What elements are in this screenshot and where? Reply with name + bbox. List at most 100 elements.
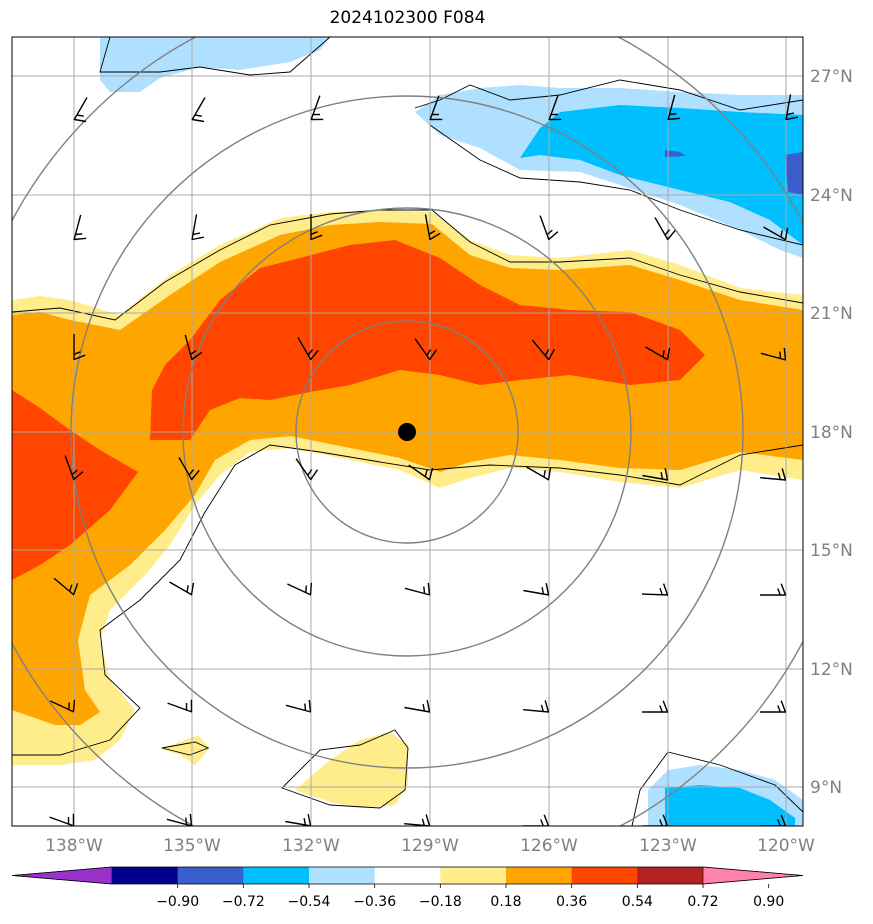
wind-barb bbox=[404, 582, 431, 596]
colorbar-tick-label: −0.90 bbox=[156, 894, 199, 910]
wind-barb bbox=[73, 334, 86, 361]
colorbar-tick-label: 0.72 bbox=[687, 894, 718, 910]
wind-barb bbox=[526, 466, 552, 481]
colorbar-swatch bbox=[112, 867, 179, 884]
wind-barb bbox=[642, 814, 669, 826]
wind-barb bbox=[760, 468, 787, 481]
wind-barb bbox=[523, 582, 550, 596]
colorbar-tick-label: 0.36 bbox=[556, 894, 587, 910]
wind-barb bbox=[642, 467, 669, 481]
wind-barb bbox=[404, 814, 431, 826]
colorbar-swatch bbox=[440, 867, 507, 884]
wind-barb bbox=[50, 699, 76, 713]
anomaly-fill-royal-blue-ne bbox=[785, 152, 803, 195]
wind-barb bbox=[297, 337, 319, 361]
wind-barb bbox=[285, 813, 312, 826]
contour-lines bbox=[12, 37, 803, 826]
wind-barb bbox=[53, 577, 79, 596]
lon-label-135w: 135°W bbox=[163, 836, 221, 856]
wind-barb bbox=[760, 347, 787, 361]
wind-barb bbox=[404, 699, 431, 713]
anomaly-fill-red-orange bbox=[150, 240, 705, 440]
wind-barb bbox=[760, 700, 787, 713]
wind-barb bbox=[285, 699, 312, 713]
wind-barb bbox=[167, 699, 193, 713]
wind-barbs bbox=[49, 94, 799, 826]
wind-barb bbox=[408, 464, 434, 481]
lon-label-120w: 120°W bbox=[757, 836, 815, 856]
wind-barb bbox=[166, 813, 193, 826]
colorbar-tick-label: −0.18 bbox=[419, 894, 462, 910]
lon-label-129w: 129°W bbox=[401, 836, 459, 856]
wind-barb bbox=[785, 94, 799, 121]
wind-barb bbox=[548, 95, 562, 121]
wind-barb bbox=[310, 95, 324, 121]
lat-label-18n: 18°N bbox=[810, 423, 853, 443]
wind-barb bbox=[763, 226, 789, 241]
colorbar-swatch bbox=[374, 867, 441, 884]
wind-barb bbox=[73, 214, 87, 241]
colorbar-swatch bbox=[177, 867, 244, 884]
anomaly-fill-light-blue-north bbox=[100, 37, 330, 92]
colorbar-tick-label: −0.54 bbox=[288, 894, 331, 910]
lat-label-12n: 12°N bbox=[810, 660, 853, 680]
colorbar-swatch bbox=[243, 867, 310, 884]
wind-barb bbox=[667, 94, 681, 121]
colorbar-tick-label: −0.36 bbox=[353, 894, 396, 910]
wind-barb bbox=[184, 334, 203, 361]
wind-barb bbox=[287, 582, 313, 596]
colorbar-tick-label: −0.72 bbox=[222, 894, 265, 910]
wind-barb bbox=[64, 455, 84, 481]
storm-center-marker bbox=[398, 423, 416, 441]
lat-label-24n: 24°N bbox=[810, 186, 853, 206]
lat-label-15n: 15°N bbox=[810, 541, 853, 561]
wind-barb bbox=[191, 97, 206, 123]
wind-barb bbox=[73, 97, 88, 123]
wind-barb bbox=[523, 814, 550, 826]
colorbar-tick-label: 0.18 bbox=[490, 894, 521, 910]
wind-barb bbox=[645, 346, 671, 361]
wind-barb bbox=[654, 217, 676, 241]
colorbar-extend-high bbox=[702, 866, 804, 885]
wind-barb bbox=[310, 214, 323, 241]
wind-barb bbox=[178, 457, 200, 481]
wind-barb bbox=[429, 95, 443, 121]
lon-label-123w: 123°W bbox=[639, 836, 697, 856]
colorbar-swatch bbox=[309, 867, 376, 884]
lat-label-9n: 9°N bbox=[810, 778, 842, 798]
lat-label-21n: 21°N bbox=[810, 304, 853, 324]
graticule bbox=[12, 37, 803, 826]
range-rings bbox=[12, 37, 803, 826]
anomaly-fill-royal-blue-dot bbox=[665, 150, 686, 157]
colorbar-tick-label: 0.90 bbox=[753, 894, 784, 910]
lon-label-132w: 132°W bbox=[282, 836, 340, 856]
anomaly-fill-yellow-south bbox=[295, 732, 408, 808]
wind-barb bbox=[523, 700, 550, 713]
wind-barb bbox=[760, 814, 787, 826]
anomaly-fill-deep-blue-ne bbox=[520, 105, 803, 245]
colorbar bbox=[11, 866, 804, 885]
colorbar-extend-low bbox=[11, 866, 113, 885]
colorbar-swatch bbox=[571, 867, 638, 884]
wind-barb bbox=[641, 583, 669, 596]
wind-barb bbox=[191, 214, 205, 241]
lon-label-126w: 126°W bbox=[520, 836, 578, 856]
lat-label-27n: 27°N bbox=[810, 67, 853, 87]
wind-barb bbox=[760, 583, 787, 596]
map-frame bbox=[11, 36, 804, 827]
map-title: 2024102300 F084 bbox=[329, 8, 486, 28]
wind-barb bbox=[424, 214, 441, 241]
wind-barb bbox=[49, 813, 75, 826]
colorbar-tick-label: 0.54 bbox=[622, 894, 653, 910]
colorbar-ticks: −0.90 −0.72 −0.54 −0.36 −0.18 0.18 0.36 0.54 0.7… bbox=[156, 884, 784, 910]
anomaly-fill-deep-blue-se bbox=[665, 785, 795, 826]
wind-barb bbox=[531, 339, 556, 361]
map-plot-area bbox=[12, 37, 803, 826]
colorbar-swatch bbox=[637, 867, 704, 884]
wind-barb bbox=[539, 215, 559, 241]
wind-barb bbox=[169, 581, 195, 596]
lon-label-138w: 138°W bbox=[45, 836, 103, 856]
wind-barb bbox=[642, 700, 669, 713]
colorbar-swatch bbox=[506, 867, 573, 884]
